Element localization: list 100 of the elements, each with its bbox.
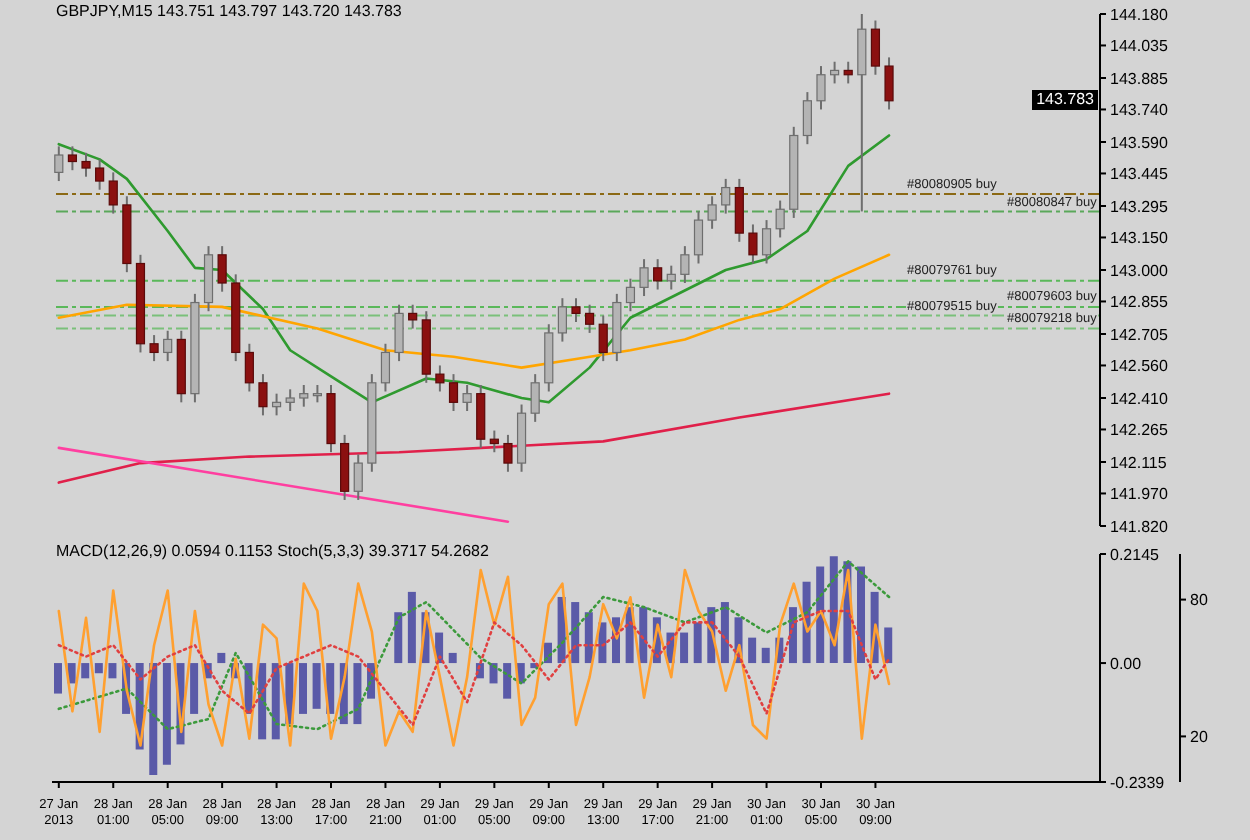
- candlestick: [639, 258, 649, 298]
- candlestick: [693, 210, 704, 265]
- bar: [394, 612, 403, 664]
- candlestick: [802, 91, 812, 146]
- bar: [271, 663, 280, 740]
- bar: [748, 637, 757, 664]
- bar: [312, 663, 321, 709]
- y-tick-label: 143.445: [1110, 165, 1169, 184]
- bar: [54, 663, 62, 694]
- y-tick-label: 142.855: [1110, 293, 1169, 312]
- y-tick-label: 143.000: [1110, 261, 1169, 280]
- bar: [108, 663, 117, 679]
- y-tick-label: 144.180: [1110, 5, 1169, 24]
- candlestick: [81, 151, 91, 178]
- bar: [680, 632, 689, 664]
- bar: [503, 663, 512, 699]
- candlestick: [435, 364, 445, 393]
- y-tick-label: 143.885: [1110, 69, 1169, 88]
- candlestick: [884, 56, 894, 111]
- candlestick: [203, 245, 214, 313]
- y-tick-label: 142.115: [1110, 453, 1168, 472]
- candlestick: [271, 392, 282, 417]
- candlestick: [503, 433, 513, 473]
- candlestick: [217, 245, 227, 293]
- bar: [81, 663, 90, 679]
- candlestick: [149, 334, 159, 363]
- bar: [639, 607, 648, 664]
- y-tick-label: 142.705: [1110, 325, 1169, 344]
- candlestick: [462, 383, 472, 413]
- bar: [407, 591, 416, 664]
- y-tick-label: 142.265: [1110, 421, 1169, 440]
- candlestick: [585, 303, 595, 334]
- candlestick: [830, 60, 840, 85]
- candlestick: [394, 303, 404, 363]
- bar: [217, 652, 226, 664]
- candlestick: [816, 65, 826, 111]
- line-series: [57, 392, 891, 484]
- candlestick: [857, 14, 867, 213]
- candlestick: [748, 223, 758, 265]
- chart-title: MACD(12,26,9) 0.0594 0.1153 Stoch(5,3,3) 39.3717 54.2682: [56, 542, 489, 560]
- candlestick: [870, 19, 881, 76]
- y2-tick-label: 80: [1190, 591, 1209, 610]
- candlestick: [843, 60, 853, 85]
- chart-title: GBPJPY,M15 143.751 143.797 143.720 143.783: [56, 2, 402, 20]
- y2-tick-label: 20: [1190, 728, 1209, 747]
- candlestick: [775, 199, 785, 239]
- y-tick-label: 141.970: [1110, 485, 1169, 504]
- bar: [298, 663, 307, 714]
- y-tick-label: -0.2339: [1110, 773, 1166, 792]
- candlestick: [108, 171, 118, 215]
- candlestick: [734, 177, 744, 243]
- y-tick-label: 142.560: [1110, 357, 1169, 376]
- line-series: [57, 609, 891, 727]
- y-tick-label: 143.295: [1110, 197, 1169, 216]
- bar: [884, 627, 893, 664]
- bar: [720, 602, 729, 664]
- candlestick: [598, 314, 608, 363]
- y-tick-label: 143.740: [1110, 101, 1169, 120]
- bar: [190, 663, 199, 714]
- y-tick-label: 143.590: [1110, 133, 1169, 152]
- candlestick: [653, 258, 663, 291]
- candlestick: [258, 373, 268, 417]
- candlestick: [557, 297, 567, 343]
- candlestick: [448, 373, 459, 413]
- candlestick: [285, 388, 295, 413]
- candlestick: [707, 195, 717, 230]
- candlestick: [666, 264, 676, 291]
- bar: [448, 652, 457, 664]
- bar: [857, 566, 866, 664]
- y-tick-label: 142.410: [1110, 389, 1169, 408]
- bar: [149, 663, 158, 775]
- candlestick: [163, 329, 173, 363]
- y-tick-label: 0.2145: [1110, 545, 1161, 564]
- candlestick: [680, 245, 690, 285]
- y-tick-label: 0.00: [1110, 654, 1143, 673]
- candlestick: [244, 342, 254, 393]
- bar: [693, 622, 702, 664]
- candlestick: [476, 383, 486, 449]
- candlestick: [67, 145, 78, 172]
- candlestick: [625, 277, 636, 313]
- candlestick: [489, 429, 499, 454]
- candlestick: [530, 373, 540, 423]
- bar: [162, 663, 171, 765]
- bar: [761, 647, 770, 664]
- candlestick: [721, 177, 731, 215]
- candlestick: [408, 303, 418, 330]
- bar: [94, 663, 103, 674]
- candlestick: [353, 453, 363, 501]
- bar: [353, 663, 362, 725]
- bar: [489, 663, 498, 684]
- candlestick: [340, 433, 350, 501]
- bar: [571, 602, 580, 664]
- candlestick: [571, 297, 581, 324]
- candlestick: [761, 219, 772, 265]
- y-tick-label: 144.035: [1110, 37, 1169, 56]
- y-tick-label: 143.150: [1110, 229, 1169, 248]
- candlestick: [380, 342, 391, 393]
- y-tick-label: 141.820: [1110, 517, 1169, 536]
- candlestick: [54, 145, 64, 183]
- annotation: 143.783: [1032, 90, 1098, 111]
